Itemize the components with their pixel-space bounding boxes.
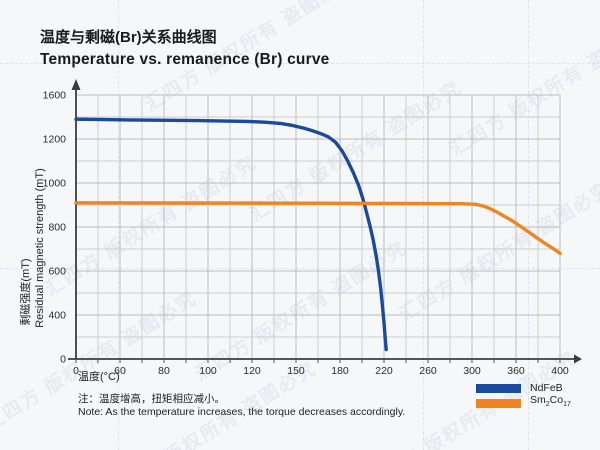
x-tick-label: 0: [73, 365, 79, 377]
x-axis-label: 温度(°C): [78, 371, 120, 383]
guide-line-horizontal: [0, 268, 600, 269]
x-tick-label: 80: [158, 365, 170, 377]
x-tick-label: 180: [331, 365, 349, 377]
chart-header: 温度与剩磁(Br)关系曲线图 Temperature vs. remanence…: [40, 27, 329, 71]
x-tick-label: 120: [243, 365, 261, 377]
x-tick-label: 150: [287, 365, 305, 377]
legend-swatch-sm2co17: [476, 398, 521, 408]
x-axis-arrow: [574, 354, 582, 364]
guide-line-vertical: [118, 0, 119, 450]
y-tick-label: 600: [48, 266, 66, 278]
x-tick-label: 100: [199, 365, 217, 377]
y-tick-label: 400: [48, 310, 66, 322]
y-axis-arrow: [71, 79, 81, 90]
note-cn: 注：温度增高，扭矩相应减小。: [78, 393, 225, 405]
guide-line-vertical: [528, 0, 529, 450]
legend-label-ndfeb: NdFeB: [530, 382, 563, 394]
legend-label-sm2co17: Sm2Co17: [530, 394, 571, 409]
page-title-en: Temperature vs. remanence (Br) curve: [40, 51, 330, 68]
y-tick-label: 1200: [43, 134, 67, 146]
x-tick-label: 360: [507, 365, 525, 377]
legend-item-sm2co17: Sm2Co17: [476, 394, 571, 409]
x-tick-label: 220: [375, 365, 393, 377]
y-tick-label: 800: [48, 222, 66, 234]
y-tick-label: 0: [60, 354, 66, 366]
y-axis-label-en: Residual magnetic strength (mT): [34, 168, 46, 328]
y-axis-label-cn: 剩磁强度(mT): [20, 258, 32, 326]
legend-swatch-ndfeb: [476, 383, 521, 393]
x-tick-label: 60: [114, 365, 126, 377]
page-title-cn: 温度与剩磁(Br)关系曲线图: [40, 29, 217, 46]
x-tick-label: 260: [419, 365, 437, 377]
series-sm2co17-curve: [74, 201, 562, 256]
series-ndfeb-curve: [74, 117, 388, 352]
y-tick-label: 1600: [43, 90, 67, 102]
guide-line-horizontal: [0, 63, 600, 64]
legend: NdFeB Sm2Co17: [476, 382, 571, 412]
x-tick-label: 400: [551, 365, 569, 377]
note-block: 注：温度增高，扭矩相应减小。 Note: As the temperature …: [78, 393, 405, 419]
x-tick-label: 300: [463, 365, 481, 377]
note-en: Note: As the temperature increases, the …: [78, 406, 406, 418]
y-tick-label: 1000: [43, 178, 67, 190]
legend-item-ndfeb: NdFeB: [476, 382, 571, 394]
guide-line-vertical: [423, 0, 424, 450]
